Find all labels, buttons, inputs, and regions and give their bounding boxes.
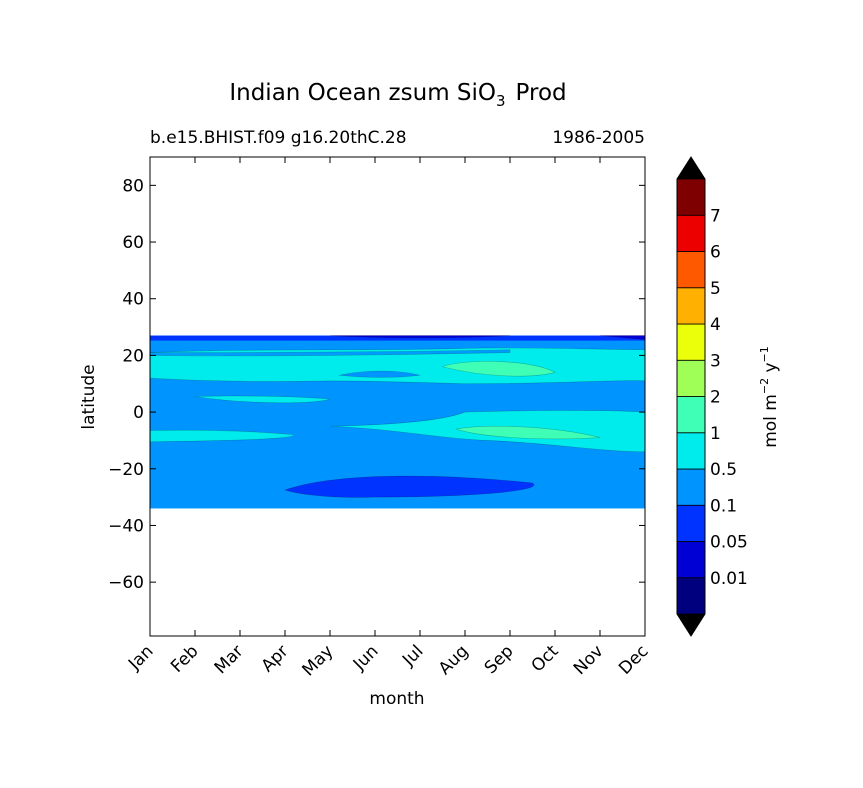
x-tick-label: Mar (211, 641, 248, 678)
y-tick-label: 60 (122, 233, 144, 253)
title-main: Indian Ocean zsum SiO (229, 80, 496, 106)
colorbar-outline (676, 156, 706, 637)
case-label: b.e15.BHIST.f09 g16.20thC.28 (150, 128, 407, 148)
colorbar-extend-min (677, 614, 705, 636)
x-tick-label: Feb (167, 641, 202, 676)
colorbar-swatch (676, 504, 706, 542)
colorbar-tick-label: 4 (710, 315, 721, 335)
colorbar-tick-label: 0.5 (710, 460, 737, 480)
colorbar-swatch (676, 396, 706, 434)
contour-region-0.1-0.5-patch (338, 370, 421, 378)
colorbar-tick-label: 3 (710, 351, 721, 371)
contour-region-0.5-1-thin (194, 395, 331, 404)
colorbar-swatch (676, 541, 706, 579)
y-tick-label: −20 (108, 460, 144, 480)
x-tick-label: Aug (435, 641, 473, 679)
colorbar-swatch (676, 178, 706, 216)
colorbar-extend-max (677, 157, 705, 179)
colorbar-swatch (676, 251, 706, 289)
plot-frame (149, 156, 646, 637)
colorbar-label-mid: y (761, 362, 781, 377)
x-tick-label: May (299, 641, 338, 680)
contour-region-1-2-north (441, 361, 556, 377)
plot-area (149, 156, 646, 637)
title-tail: Prod (516, 80, 567, 106)
x-tick-label: Jan (124, 641, 157, 674)
colorbar-tick-label: 0.05 (710, 533, 748, 553)
title-subscript: 3 (496, 92, 506, 110)
x-tick-label: Dec (615, 641, 652, 678)
colorbar-label-exp1: −2 (758, 378, 771, 394)
contour-region-0.01-0.05 (329, 335, 511, 339)
x-tick-label: Sep (481, 641, 518, 678)
y-tick-label: 40 (122, 290, 144, 310)
y-tick-label: 0 (133, 403, 144, 423)
period-label: 1986-2005 (552, 128, 645, 148)
contour-region-0.5-1-west (150, 429, 295, 443)
colorbar-tick-label: 0.1 (710, 496, 737, 516)
colorbar-swatch (676, 432, 706, 470)
y-tick-label: −60 (108, 573, 144, 593)
colorbar-swatch (676, 287, 706, 325)
colorbar-label-exp2: −1 (758, 346, 771, 362)
colorbar-swatch (676, 323, 706, 361)
x-tick-label: Oct (528, 641, 563, 676)
y-tick-label: −40 (108, 516, 144, 536)
colorbar-tick-label: 5 (710, 279, 721, 299)
x-tick-label: Nov (570, 641, 608, 679)
contour-region-1-2-south (455, 425, 601, 440)
contour-field (150, 335, 645, 509)
colorbar-tick-label: 0.01 (710, 569, 748, 589)
y-tick-label: 20 (122, 346, 144, 366)
x-tick-label: Apr (258, 641, 293, 676)
contour-region-0.05-0.1 (150, 335, 645, 341)
y-axis: 80 60 40 20 0 −20 −40 −60 (108, 176, 645, 593)
x-axis-label: month (369, 689, 424, 709)
colorbar: 0.01 0.05 0.1 0.5 1 2 3 4 5 6 7 (676, 156, 748, 637)
contour-region-0.01-0.05-east (599, 335, 645, 340)
contour-region-0.05-0.1-south (284, 475, 535, 498)
y-tick-label: 80 (122, 176, 144, 196)
contour-region-0.1-0.5-inlet (150, 349, 511, 357)
colorbar-swatch (676, 214, 706, 252)
x-tick-label: Jul (398, 641, 427, 670)
colorbar-tick-label: 2 (710, 388, 721, 408)
colorbar-swatch (676, 577, 706, 615)
colorbar-tick-label: 6 (710, 243, 721, 263)
y-axis-label: latitude (79, 364, 99, 429)
colorbar-label-main: mol m (761, 394, 781, 448)
colorbar-label: mol m−2 y−1 (758, 346, 781, 448)
colorbar-swatch (676, 359, 706, 397)
colorbar-swatch (676, 468, 706, 506)
x-tick-label: Jun (349, 641, 383, 675)
colorbar-tick-label: 1 (710, 424, 721, 444)
colorbar-tick-label: 7 (710, 206, 721, 226)
chart-title: Indian Ocean zsum SiO3 Prod (229, 80, 566, 110)
